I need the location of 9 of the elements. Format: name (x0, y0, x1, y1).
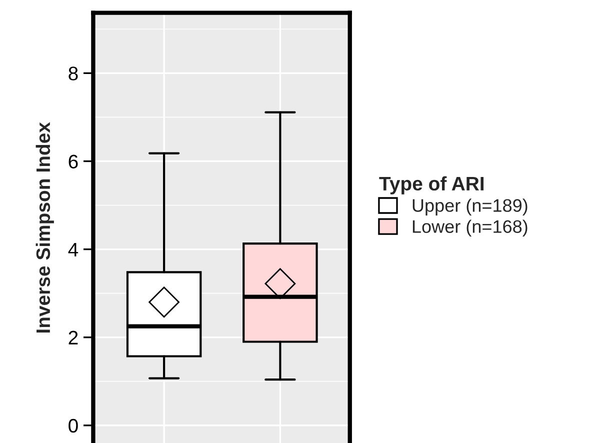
legend-label: Lower (n=168) (412, 220, 528, 237)
legend-title: Type of ARI (379, 176, 484, 194)
y-tick-label: 2 (68, 330, 78, 344)
legend-label: Upper (n=189) (412, 198, 528, 216)
y-axis-title: Inverse Simpson Index (36, 122, 54, 333)
y-tick-label: 6 (68, 154, 78, 168)
y-tick-label: 0 (68, 418, 78, 433)
y-tick-label: 4 (68, 242, 78, 256)
y-tick-label: 8 (68, 66, 78, 80)
